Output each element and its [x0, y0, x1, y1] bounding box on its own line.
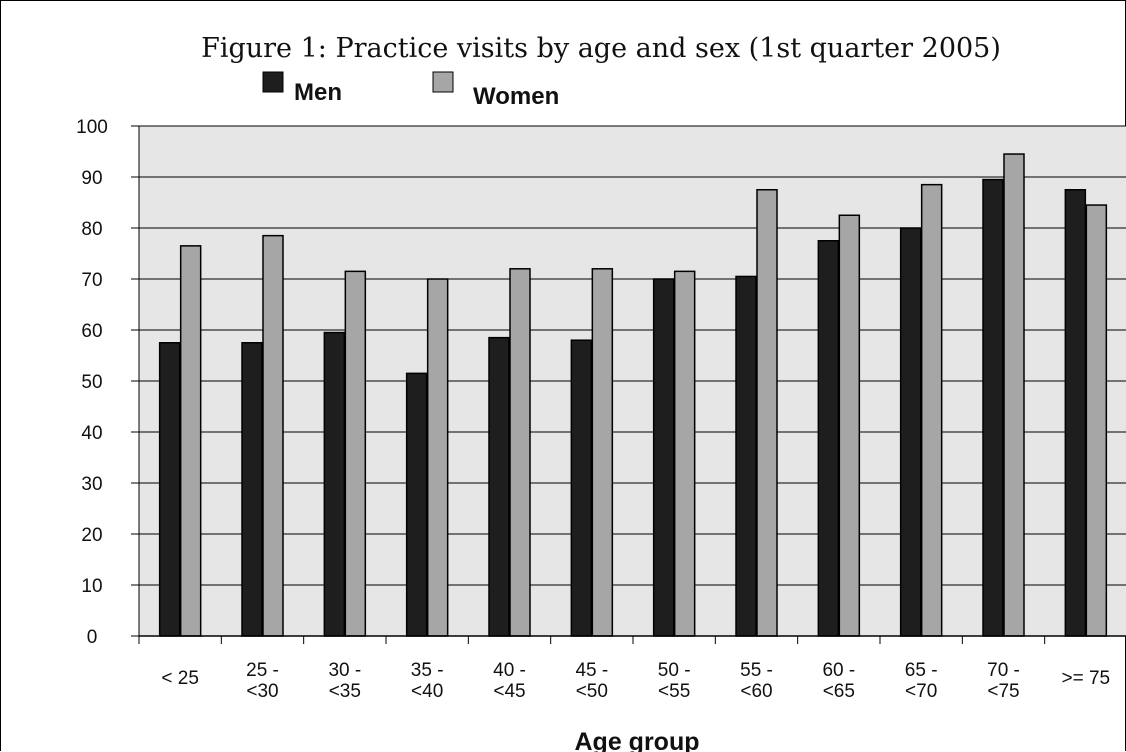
bar-men — [488, 336, 510, 637]
bar-women — [262, 234, 284, 637]
bar-women — [1003, 153, 1025, 637]
legend-label-men: Men — [294, 79, 342, 106]
bar-men — [158, 342, 181, 637]
x-tick-label: 35 -<40 — [411, 660, 444, 702]
bar-men — [735, 275, 757, 637]
bar-men — [817, 240, 840, 637]
bar-men — [1064, 189, 1087, 637]
x-axis: < 25 25 -<30 30 -<35 35 -<40 40 -<45 45 -<50 5… — [138, 635, 1126, 702]
bar-women — [426, 278, 449, 637]
y-axis: 0 10 20 30 40 50 60 70 80 90 100 — [76, 117, 140, 648]
chart-title: Figure 1: Practice visits by age and sex… — [201, 33, 1001, 64]
bar-women — [838, 214, 861, 637]
y-tick-label: 30 — [81, 474, 102, 495]
bar-men — [982, 178, 1004, 637]
legend-label-women: Women — [473, 83, 559, 110]
x-tick-label: >= 75 — [1062, 668, 1111, 689]
bar-women — [920, 183, 943, 637]
bar-women — [591, 268, 614, 637]
bar-men — [323, 331, 346, 637]
x-axis-title: Age group — [575, 728, 700, 752]
x-tick-label: 70 -<75 — [987, 660, 1020, 702]
bar-men — [570, 339, 593, 637]
legend-swatch-men — [262, 71, 284, 93]
gridlines — [139, 125, 1126, 586]
y-tick-label: 40 — [81, 423, 102, 444]
y-tick-label: 50 — [81, 372, 102, 393]
bar-men — [241, 342, 263, 637]
bar-men — [405, 372, 428, 637]
y-tick-label: 70 — [81, 270, 102, 291]
bar-women — [756, 189, 778, 637]
x-tick-label: 65 -<70 — [905, 660, 938, 702]
bars — [158, 153, 1108, 637]
bar-men — [652, 278, 675, 637]
bar-women — [509, 268, 531, 637]
bar-women — [1085, 204, 1108, 637]
x-tick-label: 30 -<35 — [328, 660, 361, 702]
x-tick-label: 50 -<55 — [658, 660, 691, 702]
x-tick-label: 60 -<65 — [822, 660, 855, 702]
x-tick-label: 40 -<45 — [493, 660, 526, 702]
y-tick-label: 10 — [81, 576, 102, 597]
x-tick-label: 55 -<60 — [740, 660, 773, 702]
legend: Men Women — [262, 71, 559, 110]
y-tick-label: 20 — [81, 525, 102, 546]
y-tick-label: 60 — [81, 321, 102, 342]
x-tick-label: 45 -<50 — [575, 660, 608, 702]
bar-women — [179, 245, 202, 637]
y-tick-label: 100 — [76, 117, 108, 138]
legend-swatch-women — [432, 71, 454, 93]
y-tick-label: 0 — [87, 627, 98, 648]
x-tick-label: 25 -<30 — [246, 660, 279, 702]
bar-women — [344, 270, 367, 637]
x-tick-label: < 25 — [161, 668, 199, 689]
y-tick-label: 90 — [81, 168, 102, 189]
y-tick-label: 80 — [81, 219, 102, 240]
bar-women — [673, 270, 696, 637]
bar-men — [899, 227, 922, 637]
